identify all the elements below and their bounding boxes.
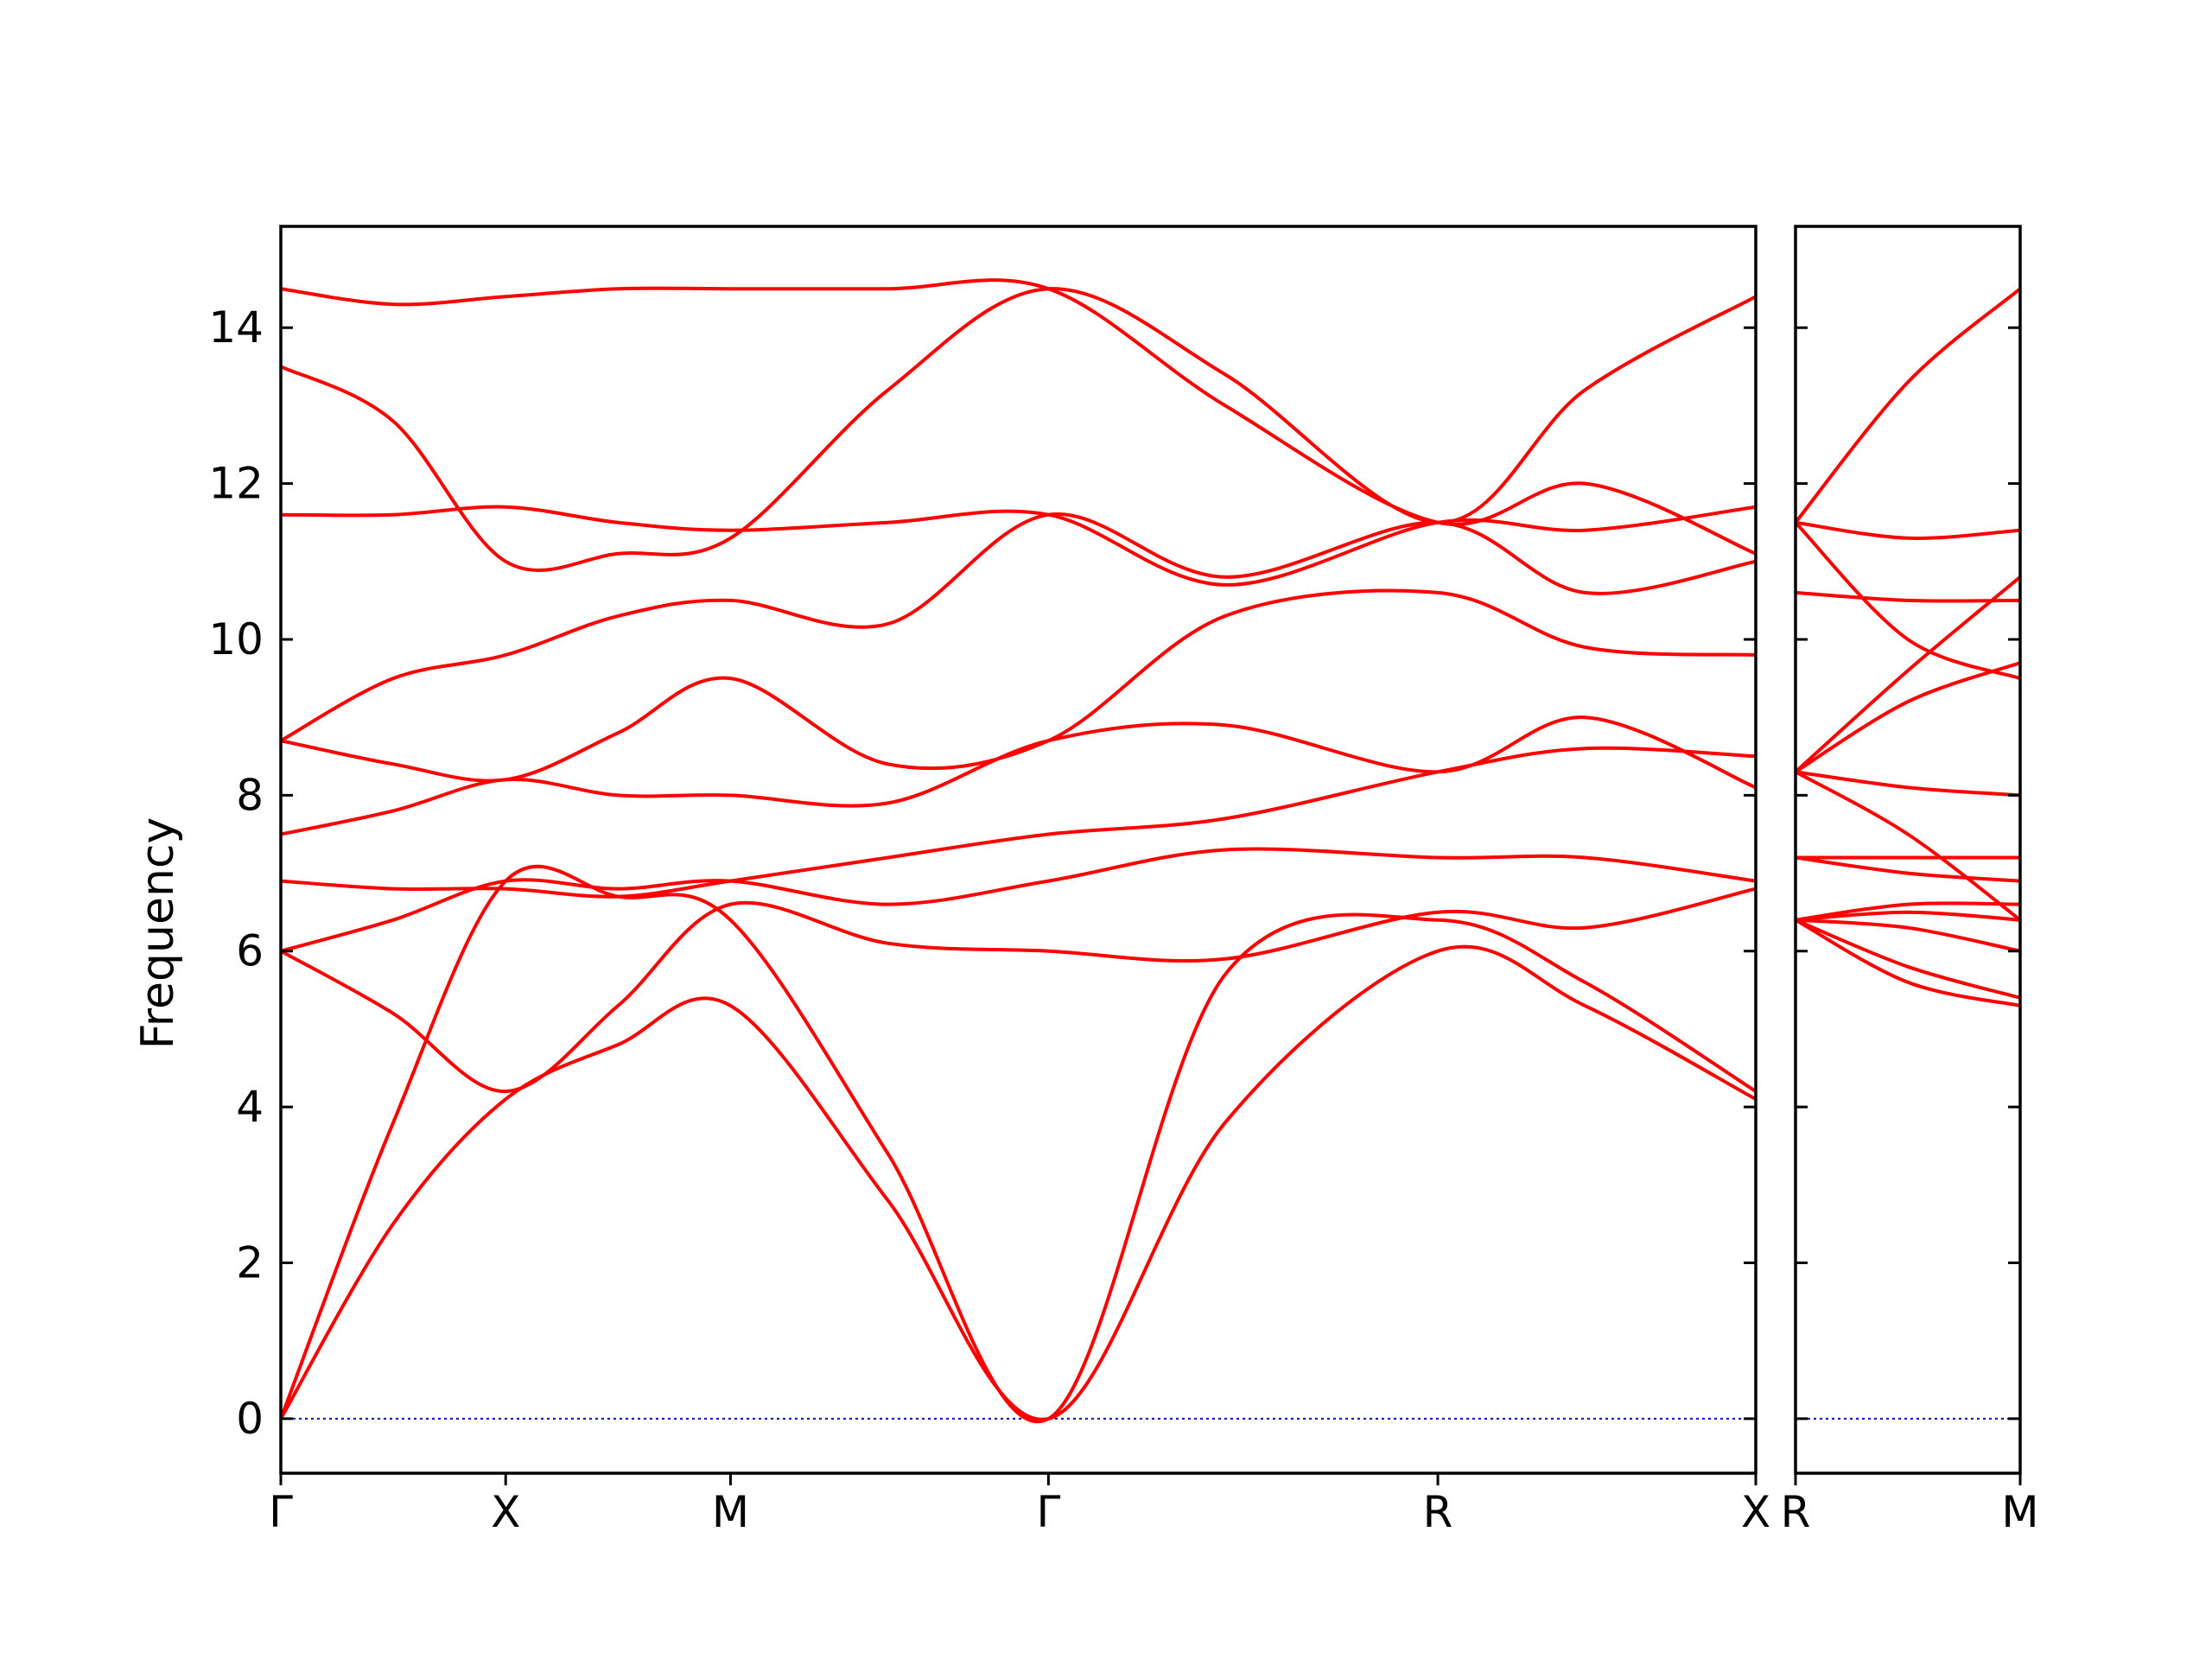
- plot-frame: [279, 225, 1758, 1475]
- band-line: [281, 864, 1756, 1423]
- band-line: [1796, 901, 2020, 922]
- band-line: [1796, 855, 2020, 883]
- y-axis-label: Frequency: [132, 817, 184, 1050]
- y-tick-label: 2: [236, 1237, 264, 1287]
- y-tick-label: 4: [236, 1082, 264, 1132]
- band-line: [281, 746, 1756, 899]
- left-panel: 0 2 4 6 8 10 12 14 Γ X M Γ R X: [208, 225, 1770, 1537]
- band-line: [1796, 590, 2020, 603]
- y-tick-label: 12: [208, 459, 264, 509]
- band-line: [1796, 918, 2020, 1007]
- band-line: [1796, 661, 2020, 774]
- y-tick-label: 10: [208, 614, 264, 664]
- plot-frame: [1794, 225, 2022, 1475]
- band-line: [281, 847, 1756, 953]
- band-line: [1796, 910, 2020, 922]
- x-tick-label: Γ: [1036, 1487, 1060, 1537]
- band-line: [1796, 918, 2020, 953]
- x-tick-label: M: [712, 1487, 749, 1537]
- band-line: [281, 505, 1756, 587]
- band-line: [281, 887, 1756, 1094]
- x-tick-label: Γ: [269, 1487, 293, 1537]
- y-tick-label: 8: [236, 770, 264, 820]
- band-line: [1796, 770, 2020, 922]
- band-line: [1796, 520, 2020, 681]
- y-tick-label: 0: [236, 1394, 264, 1444]
- x-tick-label: M: [2001, 1487, 2038, 1537]
- x-tick-label: X: [1741, 1487, 1770, 1537]
- band-line: [1796, 918, 2020, 1000]
- band-line: [281, 512, 1756, 743]
- band-line: [1796, 520, 2020, 540]
- band-line: [281, 287, 1756, 572]
- x-tick-label: R: [1423, 1487, 1453, 1537]
- band-line: [281, 278, 1756, 556]
- band-line: [1796, 287, 2020, 524]
- band-line: [281, 715, 1756, 836]
- y-tick-label: 6: [236, 926, 264, 976]
- x-tick-label: R: [1781, 1487, 1811, 1537]
- band-line: [281, 944, 1756, 1421]
- x-tick-label: X: [491, 1487, 520, 1537]
- band-line: [1796, 575, 2020, 774]
- band-line: [1796, 770, 2020, 798]
- band-line: [281, 588, 1756, 783]
- y-tick-label: 14: [208, 302, 264, 353]
